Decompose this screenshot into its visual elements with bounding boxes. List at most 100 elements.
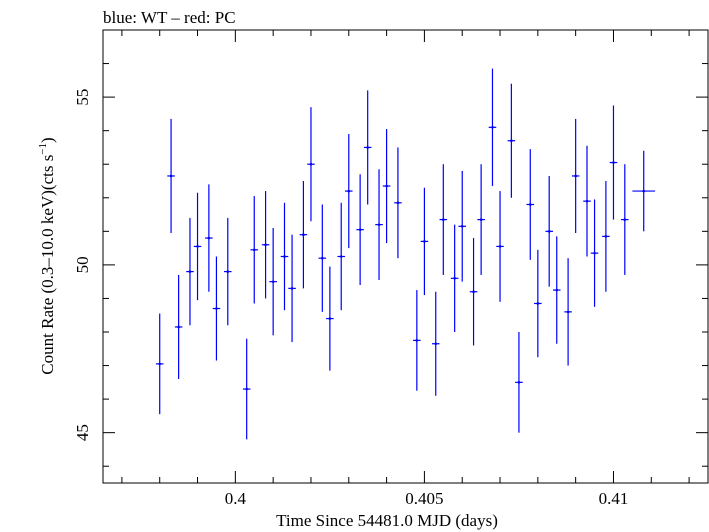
point-marker	[366, 146, 369, 149]
data-point	[413, 290, 421, 391]
data-point	[307, 107, 315, 222]
data-point	[375, 169, 383, 280]
point-marker	[396, 201, 400, 205]
data-points	[155, 68, 656, 440]
point-marker	[612, 161, 615, 164]
point-marker	[302, 233, 305, 236]
data-point	[431, 291, 440, 396]
point-marker	[207, 236, 211, 240]
point-marker	[358, 228, 362, 231]
point-marker	[517, 381, 521, 384]
point-marker	[215, 307, 218, 310]
point-marker	[377, 223, 381, 226]
point-marker	[604, 235, 608, 238]
data-point	[526, 149, 535, 260]
point-marker	[321, 256, 324, 260]
data-point	[632, 150, 656, 232]
point-marker	[385, 184, 388, 188]
point-marker	[339, 255, 343, 258]
point-marker	[245, 387, 248, 391]
data-point	[337, 202, 345, 311]
point-marker	[196, 245, 199, 248]
point-marker	[271, 280, 275, 283]
chart-title: blue: WT – red: PC	[103, 8, 236, 27]
point-marker	[460, 225, 464, 228]
data-point	[212, 256, 221, 361]
data-point	[515, 332, 523, 433]
data-point	[382, 128, 391, 244]
point-marker	[169, 174, 173, 178]
x-axis: 0.4 0.405 0.41	[121, 30, 690, 508]
y-axis-label-exponent: −1	[37, 143, 49, 155]
data-point	[345, 134, 353, 249]
point-marker	[566, 310, 570, 314]
point-marker	[434, 342, 438, 346]
data-point	[488, 68, 497, 187]
point-marker	[264, 243, 267, 247]
point-marker	[642, 189, 646, 193]
data-point	[224, 217, 232, 326]
point-marker	[498, 245, 502, 248]
data-point	[394, 147, 402, 259]
point-marker	[290, 287, 294, 290]
point-marker	[479, 218, 483, 221]
data-point	[469, 238, 478, 346]
data-point	[174, 274, 183, 379]
data-point	[269, 227, 277, 336]
data-point	[363, 90, 372, 205]
point-marker	[472, 290, 475, 294]
plot-frame	[102, 29, 709, 484]
point-marker	[585, 199, 589, 203]
data-point	[186, 217, 194, 326]
point-marker	[252, 248, 256, 252]
point-marker	[328, 317, 332, 320]
y-axis-label-close: )	[38, 137, 57, 143]
data-point	[496, 191, 504, 302]
data-point	[458, 170, 466, 282]
point-marker	[574, 174, 577, 178]
y-axis-label-main: Count Rate (0.3–10.0 keV)(cts s	[38, 155, 57, 375]
data-point	[450, 224, 459, 332]
point-marker	[309, 162, 313, 166]
data-point	[280, 202, 289, 311]
point-marker	[347, 189, 351, 193]
data-point	[261, 191, 270, 299]
x-axis-label: Time Since 54481.0 MJD (days)	[276, 511, 498, 530]
data-point	[564, 258, 572, 366]
data-point	[439, 164, 448, 275]
data-point	[609, 105, 618, 220]
point-marker	[283, 255, 286, 258]
point-marker	[188, 270, 192, 273]
x-tick-label: 0.405	[405, 489, 443, 508]
x-tick-label: 0.41	[599, 489, 629, 508]
data-point	[242, 338, 251, 440]
point-marker	[536, 302, 540, 305]
y-tick-label: 55	[73, 89, 92, 106]
point-marker	[555, 288, 559, 292]
point-marker	[510, 139, 513, 143]
y-tick-label: 45	[73, 424, 92, 441]
data-point	[545, 175, 553, 287]
data-point	[507, 83, 516, 198]
data-point	[193, 192, 202, 301]
point-marker	[623, 218, 627, 221]
data-point	[318, 204, 327, 312]
data-point	[326, 266, 334, 371]
data-point	[534, 249, 542, 358]
point-marker	[593, 251, 596, 255]
data-point	[288, 234, 296, 343]
point-marker	[226, 270, 230, 273]
point-marker	[423, 240, 426, 243]
point-marker	[442, 218, 445, 221]
y-axis: 45 50 55	[73, 63, 708, 467]
data-point	[571, 118, 580, 234]
data-point	[250, 196, 259, 304]
data-point	[477, 164, 485, 275]
point-marker	[547, 230, 551, 233]
data-point	[356, 174, 364, 286]
y-axis-label: Count Rate (0.3–10.0 keV)(cts s−1)	[37, 137, 57, 374]
point-marker	[415, 339, 419, 342]
point-marker	[528, 203, 532, 206]
data-point	[590, 199, 599, 307]
